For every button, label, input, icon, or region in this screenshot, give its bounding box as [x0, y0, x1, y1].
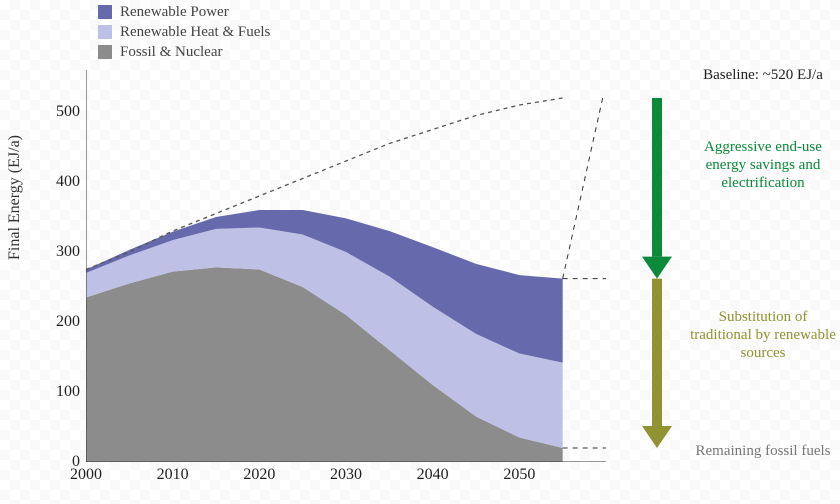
legend-label: Renewable Power [120, 4, 229, 21]
legend-item-renewable-power: Renewable Power [98, 2, 270, 22]
xtick: 2040 [403, 466, 463, 484]
annotation-arrows [632, 70, 682, 470]
xtick: 2010 [143, 466, 203, 484]
baseline-label: Baseline: ~520 EJ/a [686, 66, 840, 84]
xtick: 2020 [229, 466, 289, 484]
arrow2-label: Substitution of traditional by renewable… [686, 308, 840, 362]
xtick: 2030 [316, 466, 376, 484]
legend-label: Renewable Heat & Fuels [120, 24, 270, 41]
y-axis-label: Final Energy (EJ/a) [6, 135, 24, 260]
ytick: 300 [30, 243, 80, 261]
ytick: 100 [30, 383, 80, 401]
legend-item-renewable-heat: Renewable Heat & Fuels [98, 22, 270, 42]
ytick: 500 [30, 103, 80, 121]
xtick: 2000 [56, 466, 116, 484]
legend-swatch-renewable-power [98, 5, 112, 19]
legend-swatch-fossil-nuclear [98, 45, 112, 59]
arrow1-label: Aggressive end-use energy savings and el… [686, 138, 840, 192]
arrow-olive-head [642, 426, 672, 448]
ytick: 400 [30, 173, 80, 191]
arrow-green-shaft [652, 98, 662, 257]
guide-wedge [563, 98, 603, 279]
legend-item-fossil-nuclear: Fossil & Nuclear [98, 42, 270, 62]
arrow-green-head [642, 257, 672, 279]
ytick: 200 [30, 313, 80, 331]
xtick: 2050 [489, 466, 549, 484]
legend: Renewable Power Renewable Heat & Fuels F… [98, 2, 270, 62]
remaining-label: Remaining fossil fuels [686, 442, 840, 460]
legend-swatch-renewable-heat [98, 25, 112, 39]
area-chart [86, 70, 606, 462]
legend-label: Fossil & Nuclear [120, 44, 223, 61]
right-annotations: Baseline: ~520 EJ/a Aggressive end-use e… [686, 70, 840, 462]
arrow-olive-shaft [652, 279, 662, 426]
